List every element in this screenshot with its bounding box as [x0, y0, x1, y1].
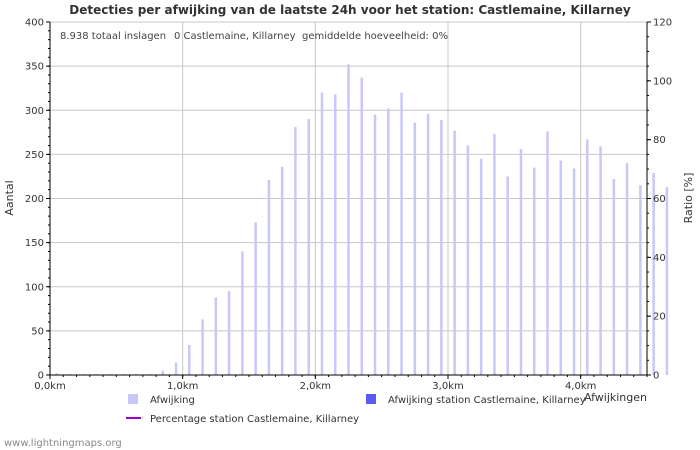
y-tick-right-label: 0 [653, 371, 659, 382]
bar [201, 319, 204, 375]
bar [612, 179, 616, 375]
x-axis-label: Afwijkingen [584, 391, 647, 404]
bar [506, 176, 509, 375]
bar [665, 187, 669, 375]
y-tick-right-label: 120 [653, 18, 672, 29]
bar [625, 163, 629, 375]
bar-series-afwijking [55, 64, 669, 376]
y-tick-right-label: 100 [653, 76, 672, 87]
bar [546, 131, 549, 375]
legend-label-percentage: Percentage station Castlemaine, Killarne… [150, 414, 359, 425]
bar [294, 127, 297, 376]
y-tick-right-label: 20 [653, 312, 666, 323]
bar [174, 362, 178, 375]
y-tick-left-label: 350 [25, 62, 44, 73]
legend: Afwijking Afwijking station Castlemaine,… [126, 394, 586, 425]
bar [227, 291, 231, 375]
x-tick-label: 3,0km [432, 381, 463, 392]
legend-label-afwijking: Afwijking [150, 395, 195, 406]
bar [652, 172, 655, 375]
bar [426, 113, 430, 375]
x-tick-label: 2,0km [300, 381, 331, 392]
bar [373, 114, 377, 375]
legend-label-station: Afwijking station Castlemaine, Killarney [388, 395, 586, 406]
bar [413, 122, 417, 375]
info-average: gemiddelde hoeveelheid: 0% [302, 31, 448, 42]
bar [639, 185, 642, 375]
y-tick-right-label: 80 [653, 135, 666, 146]
bar [267, 179, 271, 375]
bar [55, 373, 58, 375]
bar [572, 168, 576, 375]
bar [214, 297, 218, 375]
y-axis-left-ticks: 0 50 100 150 200 250 300 350 400 [25, 18, 50, 382]
bar [280, 166, 284, 375]
bar [532, 167, 536, 375]
bar [347, 64, 350, 376]
bar [254, 222, 257, 375]
y-axis-right-label: Ratio [%] [682, 173, 695, 224]
bar [453, 130, 456, 375]
info-total: 8.938 totaal inslagen [60, 31, 166, 42]
bar [307, 119, 310, 375]
x-tick-label: 0,0km [34, 381, 65, 392]
y-tick-left-label: 300 [25, 106, 44, 117]
y-tick-left-label: 0 [38, 371, 44, 382]
legend-swatch-station [366, 394, 376, 404]
bar [519, 149, 523, 375]
y-tick-left-label: 200 [25, 194, 44, 205]
bar [493, 134, 496, 375]
bar [188, 345, 191, 375]
y-tick-left-label: 400 [25, 18, 44, 29]
y-tick-left-label: 50 [31, 326, 44, 337]
y-tick-left-label: 250 [25, 150, 44, 161]
y-axis-right-ticks: 0 20 40 60 80 100 120 [647, 18, 672, 382]
x-tick-label: 1,0km [167, 381, 198, 392]
y-tick-right-label: 40 [653, 253, 666, 264]
bar [479, 158, 483, 375]
bar [241, 251, 244, 375]
bar [559, 160, 563, 375]
bar [360, 77, 364, 375]
bar [320, 92, 324, 375]
y-axis-left-label: Aantal [3, 180, 16, 215]
bar [387, 108, 390, 376]
bar [161, 370, 165, 375]
bar [440, 119, 443, 376]
y-tick-left-label: 150 [25, 238, 44, 249]
bar [333, 94, 337, 376]
x-axis-ticks: 0,0km 1,0km 2,0km 3,0km 4,0km [34, 375, 648, 392]
legend-swatch-afwijking [128, 394, 138, 404]
bar [466, 145, 470, 375]
bar [599, 146, 602, 375]
bar [586, 139, 589, 375]
y-tick-right-label: 60 [653, 194, 666, 205]
x-tick-label: 4,0km [565, 381, 596, 392]
bar [400, 92, 403, 375]
info-station: 0 Castlemaine, Killarney [174, 31, 296, 42]
footer-credit: www.lightningmaps.org [4, 438, 122, 449]
chart-title: Detecties per afwijking van de laatste 2… [69, 3, 631, 17]
y-tick-left-label: 100 [25, 282, 44, 293]
